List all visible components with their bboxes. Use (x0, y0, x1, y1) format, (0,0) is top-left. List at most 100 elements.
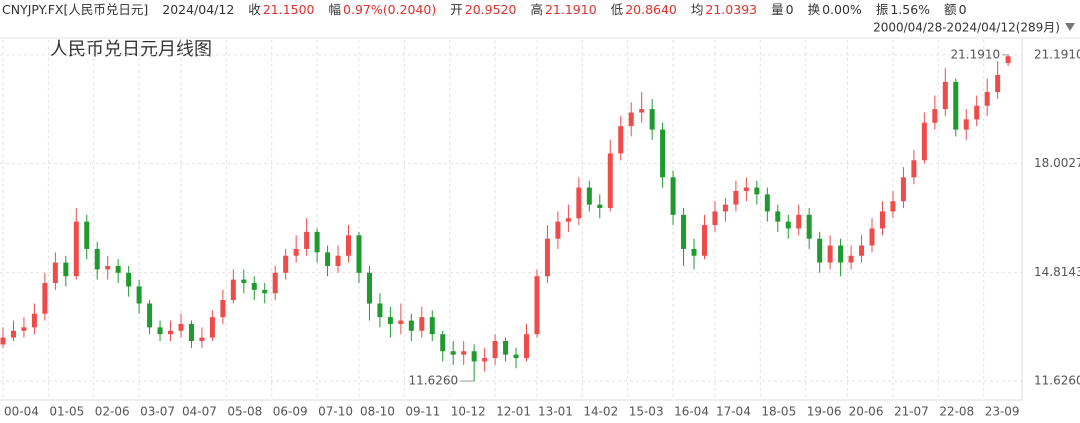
candle-body (346, 235, 352, 256)
candle-body (398, 320, 404, 324)
candle-body (974, 105, 980, 120)
x-tick-label: 04-07 (182, 405, 217, 419)
field-label: 换 (807, 2, 821, 17)
candle-body (953, 81, 959, 130)
x-tick-label: 13-01 (538, 405, 573, 419)
field-label: 额 (944, 2, 957, 17)
x-tick-label: 15-03 (629, 405, 664, 419)
candle-body (984, 92, 990, 106)
candle-body (272, 272, 278, 294)
candle-body (325, 252, 331, 266)
candle-body (408, 320, 414, 331)
candle-body (806, 214, 812, 239)
field-value: 0.00% (822, 2, 862, 17)
x-tick-label: 03-07 (140, 405, 175, 419)
candle-body (115, 265, 121, 273)
quote-field: 低 20.8640 (611, 0, 677, 20)
candle-body (461, 351, 467, 355)
quote-field: 振 1.56% (876, 0, 930, 20)
quote-field: 均 21.0393 (691, 0, 757, 20)
candle-body (859, 245, 865, 256)
field-label: 高 (530, 2, 543, 17)
x-tick-label: 02-06 (95, 405, 130, 419)
candle-body (429, 317, 435, 335)
candle-body (639, 109, 645, 113)
quote-field: 高 21.1910 (530, 0, 596, 20)
x-tick-label: 16-04 (674, 405, 709, 419)
candle-body (31, 313, 37, 328)
candle-body (963, 119, 969, 130)
quote-field: 收 21.1500 (248, 0, 314, 20)
x-tick-label: 01-05 (49, 405, 84, 419)
candle-body (775, 211, 781, 222)
field-value: 21.1910 (544, 2, 597, 17)
candle-body (942, 81, 948, 110)
quote-field: 换 0.00% (808, 0, 862, 20)
candle-body (63, 262, 69, 277)
candle-body (576, 187, 582, 219)
candle-body (513, 354, 519, 359)
x-tick-label: 06-09 (273, 405, 308, 419)
candle-body (722, 204, 728, 212)
candle-body (660, 129, 666, 178)
x-tick-label: 08-10 (360, 405, 395, 419)
field-value: 1.56% (890, 2, 931, 17)
candle-body (492, 341, 498, 359)
date-range[interactable]: 2000/04/28-2024/04/12(289月) (873, 21, 1060, 35)
candle-body (932, 109, 938, 123)
x-tick-label: 14-02 (583, 405, 618, 419)
candle-body (52, 262, 58, 284)
candle-body (586, 187, 592, 205)
candle-body (701, 225, 707, 256)
range-dropdown-icon[interactable] (1065, 23, 1075, 31)
candle-body (241, 279, 247, 284)
candle-body (450, 351, 456, 355)
candle-body (147, 303, 153, 328)
y-tick-label: 21.1910 (1034, 47, 1080, 61)
candle-body (440, 334, 446, 352)
candle-body (628, 112, 634, 127)
candle-body (733, 190, 739, 205)
candle-body (21, 327, 27, 331)
candle-body (597, 204, 603, 209)
candle-body (890, 201, 896, 212)
candle-body (817, 238, 823, 263)
x-tick-label: 05-08 (227, 405, 262, 419)
candle-body (503, 341, 509, 355)
candle-body (262, 289, 268, 294)
candle-body (764, 194, 770, 212)
x-tick-label: 07-10 (318, 405, 353, 419)
candle-body (670, 177, 676, 215)
candle-body (366, 272, 372, 304)
field-value: 20.9520 (464, 2, 517, 17)
field-label: 收 (248, 2, 261, 17)
candle-body (921, 122, 927, 161)
quote-field: 开 20.9520 (450, 0, 516, 20)
candle-body (785, 221, 791, 229)
candle-body (754, 187, 760, 195)
chart-title: 人民币兑日元月线图 (50, 39, 212, 60)
field-label: 振 (875, 2, 889, 17)
field-label: 幅 (328, 2, 342, 17)
x-tick-label: 21-07 (894, 405, 929, 419)
candle-body (0, 337, 6, 345)
candle-body (178, 323, 184, 331)
candle-body (304, 231, 310, 249)
max-label: 21.1910 (950, 47, 1000, 61)
field-label: 均 (690, 2, 704, 17)
field-value: 0.97%(0.2040) (343, 2, 437, 17)
field-value: 21.0393 (705, 2, 758, 17)
candle-body (356, 235, 362, 273)
candle-body (869, 228, 875, 246)
candle-body (618, 126, 624, 154)
candle-body (419, 317, 425, 331)
candle-body (136, 286, 142, 304)
x-tick-label: 22-08 (939, 405, 974, 419)
candle-body (283, 255, 289, 273)
date: 2024/04/12 (162, 2, 235, 17)
y-tick-label: 11.6260 (1034, 374, 1080, 388)
candle-body (555, 221, 561, 239)
candle-body (199, 337, 205, 342)
